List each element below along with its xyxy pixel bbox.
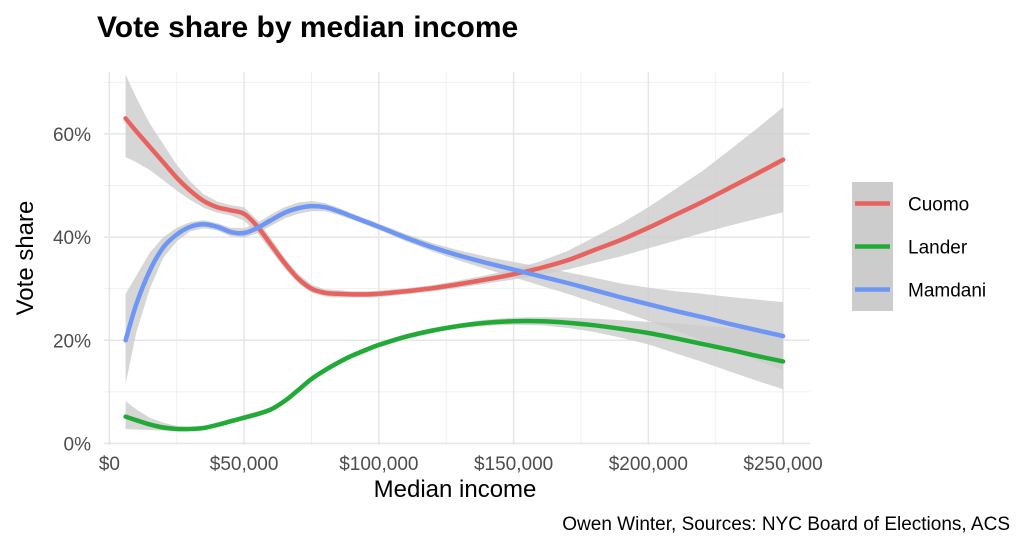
x-tick-label: $0 — [99, 454, 120, 475]
legend-item-cuomo: Cuomo — [852, 182, 969, 225]
line-cuomo — [123, 116, 786, 297]
line-mamdani — [123, 203, 786, 343]
x-tick-label: $50,000 — [210, 454, 279, 475]
legend-label: Mamdani — [908, 281, 986, 302]
y-axis-ticks: 0% 20% 40% 60% — [53, 125, 91, 456]
y-tick-label: 0% — [64, 434, 92, 455]
y-tick-label: 40% — [53, 228, 91, 249]
line-lander — [123, 318, 786, 432]
x-tick-label: $150,000 — [474, 454, 553, 475]
legend-item-mamdani: Mamdani — [852, 268, 986, 311]
legend: Cuomo Lander Mamdani — [852, 182, 986, 311]
x-axis-title: Median income — [374, 476, 537, 503]
x-tick-label: $200,000 — [609, 454, 688, 475]
x-tick-label: $100,000 — [339, 454, 418, 475]
legend-label: Lander — [908, 238, 968, 259]
legend-label: Cuomo — [908, 195, 969, 216]
y-tick-label: 20% — [53, 331, 91, 352]
x-axis-ticks: $0 $50,000 $100,000 $150,000 $200,000 $250,00… — [99, 454, 823, 475]
chart-title: Vote share by median income — [97, 11, 518, 44]
y-axis-title: Vote share — [12, 201, 39, 316]
series-lines — [123, 116, 786, 432]
major-gridlines — [104, 72, 810, 445]
x-tick-label: $250,000 — [743, 454, 822, 475]
y-tick-label: 60% — [53, 125, 91, 146]
legend-item-lander: Lander — [852, 225, 968, 268]
ribbon-mamdani — [125, 201, 784, 385]
source-caption: Owen Winter, Sources: NYC Board of Elect… — [562, 514, 1010, 535]
